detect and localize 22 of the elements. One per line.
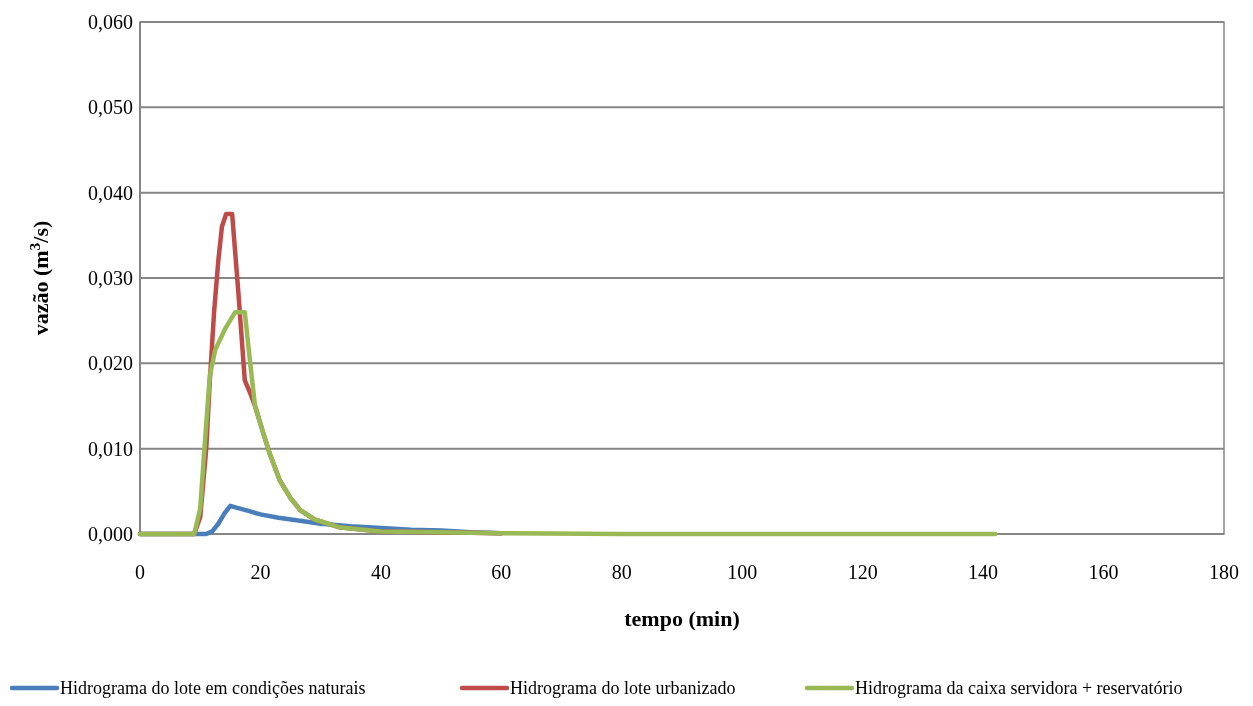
legend-label: Hidrograma da caixa servidora + reservatório <box>855 678 1183 699</box>
x-tick-label: 160 <box>1088 561 1119 583</box>
x-tick-label: 60 <box>491 561 512 583</box>
y-tick-label: 0,050 <box>88 96 133 119</box>
x-tick-label: 0 <box>135 561 145 583</box>
y-tick-label: 0,060 <box>88 11 133 33</box>
x-tick-label: 140 <box>968 561 999 583</box>
legend-label: Hidrograma do lote urbanizado <box>510 678 736 699</box>
x-tick-label: 100 <box>727 561 758 583</box>
x-tick-label: 20 <box>250 561 271 583</box>
x-tick-label: 180 <box>1209 561 1239 583</box>
y-tick-label: 0,010 <box>88 437 133 460</box>
y-tick-label: 0,000 <box>88 523 133 545</box>
x-tick-label: 120 <box>847 561 878 583</box>
line-series <box>137 309 998 537</box>
x-tick-label: 40 <box>370 561 391 583</box>
y-tick-label: 0,020 <box>88 352 133 375</box>
x-tick-label: 80 <box>611 561 632 583</box>
x-axis-title: tempo (min) <box>624 606 740 631</box>
legend-label: Hidrograma do lote em condições naturais <box>60 678 366 699</box>
y-tick-label: 0,030 <box>88 267 133 289</box>
y-tick-label: 0,040 <box>88 181 133 204</box>
